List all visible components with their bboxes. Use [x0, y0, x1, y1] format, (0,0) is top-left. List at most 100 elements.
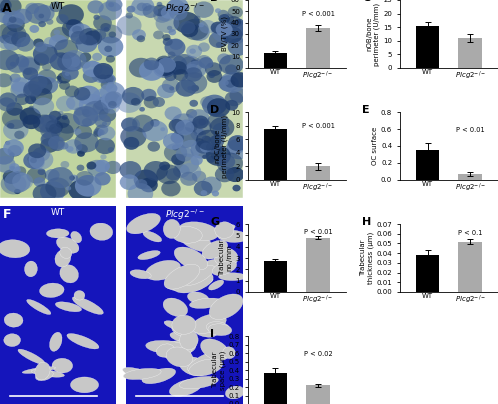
- Circle shape: [26, 167, 46, 183]
- Circle shape: [120, 161, 141, 179]
- Circle shape: [15, 56, 29, 67]
- Circle shape: [168, 29, 176, 35]
- Circle shape: [0, 0, 21, 15]
- Circle shape: [3, 36, 21, 51]
- Circle shape: [226, 167, 244, 182]
- Circle shape: [98, 36, 124, 57]
- Ellipse shape: [215, 222, 234, 238]
- Bar: [459, 242, 482, 292]
- Circle shape: [218, 155, 235, 168]
- Circle shape: [79, 28, 100, 45]
- Circle shape: [108, 147, 115, 153]
- Circle shape: [170, 61, 187, 75]
- Circle shape: [93, 63, 113, 79]
- Circle shape: [81, 61, 91, 69]
- Circle shape: [93, 130, 102, 137]
- Circle shape: [215, 26, 222, 32]
- Circle shape: [66, 186, 71, 191]
- Circle shape: [0, 73, 12, 87]
- Text: P < 0.001: P < 0.001: [302, 123, 335, 129]
- Circle shape: [13, 166, 21, 173]
- Bar: [416, 150, 439, 180]
- Ellipse shape: [214, 248, 238, 267]
- Text: E: E: [363, 105, 370, 115]
- Circle shape: [106, 76, 116, 84]
- Circle shape: [177, 120, 196, 135]
- Circle shape: [220, 14, 234, 25]
- Circle shape: [32, 147, 50, 162]
- Circle shape: [49, 2, 63, 12]
- Circle shape: [197, 55, 211, 67]
- Circle shape: [186, 45, 202, 58]
- Circle shape: [60, 161, 69, 168]
- Circle shape: [94, 172, 111, 185]
- Ellipse shape: [4, 313, 23, 327]
- Circle shape: [4, 171, 31, 193]
- Circle shape: [181, 23, 198, 37]
- Circle shape: [167, 26, 172, 30]
- Ellipse shape: [74, 290, 85, 300]
- Circle shape: [185, 67, 202, 82]
- Circle shape: [215, 8, 221, 13]
- Circle shape: [33, 184, 56, 203]
- Circle shape: [28, 76, 52, 96]
- Ellipse shape: [71, 231, 82, 243]
- Bar: [0, 206, 117, 404]
- Circle shape: [222, 26, 243, 43]
- Ellipse shape: [179, 357, 208, 376]
- Text: $Plcg2^{-/-}$: $Plcg2^{-/-}$: [164, 208, 204, 222]
- Circle shape: [195, 140, 212, 154]
- Circle shape: [220, 72, 246, 93]
- Circle shape: [143, 161, 168, 181]
- Circle shape: [69, 23, 92, 43]
- Circle shape: [49, 124, 62, 134]
- Ellipse shape: [35, 362, 50, 380]
- Ellipse shape: [179, 377, 218, 389]
- Circle shape: [7, 17, 25, 32]
- Circle shape: [180, 140, 202, 157]
- Ellipse shape: [22, 367, 56, 373]
- Ellipse shape: [27, 299, 51, 314]
- Circle shape: [45, 169, 60, 181]
- Circle shape: [163, 55, 187, 74]
- Ellipse shape: [212, 261, 237, 276]
- Circle shape: [227, 139, 251, 159]
- Circle shape: [76, 144, 88, 154]
- Circle shape: [199, 57, 213, 69]
- Circle shape: [65, 58, 82, 72]
- Ellipse shape: [223, 347, 236, 359]
- Circle shape: [122, 117, 140, 132]
- Text: A: A: [2, 2, 12, 15]
- Text: P < 0.1: P < 0.1: [458, 230, 483, 236]
- Circle shape: [139, 107, 145, 112]
- Circle shape: [62, 115, 68, 120]
- Y-axis label: Trabecular
no./mm: Trabecular no./mm: [219, 240, 233, 276]
- Circle shape: [41, 115, 57, 128]
- Circle shape: [65, 86, 79, 97]
- Bar: [263, 261, 287, 292]
- Bar: [263, 372, 287, 404]
- Circle shape: [0, 8, 5, 12]
- Text: P < 0.02: P < 0.02: [304, 351, 332, 357]
- Circle shape: [176, 147, 193, 162]
- Ellipse shape: [178, 274, 211, 286]
- Circle shape: [12, 173, 33, 190]
- Circle shape: [0, 23, 17, 40]
- Circle shape: [106, 0, 123, 12]
- Ellipse shape: [173, 272, 213, 293]
- Ellipse shape: [56, 237, 79, 253]
- Circle shape: [105, 161, 121, 174]
- Circle shape: [206, 142, 220, 153]
- Circle shape: [215, 166, 234, 182]
- Circle shape: [10, 77, 28, 92]
- Ellipse shape: [72, 297, 103, 314]
- Ellipse shape: [156, 344, 174, 357]
- Circle shape: [227, 16, 241, 28]
- Circle shape: [166, 0, 186, 16]
- Circle shape: [122, 87, 144, 105]
- Circle shape: [105, 91, 123, 106]
- Circle shape: [59, 142, 69, 149]
- Circle shape: [173, 164, 190, 178]
- Circle shape: [173, 12, 200, 34]
- Ellipse shape: [60, 247, 72, 259]
